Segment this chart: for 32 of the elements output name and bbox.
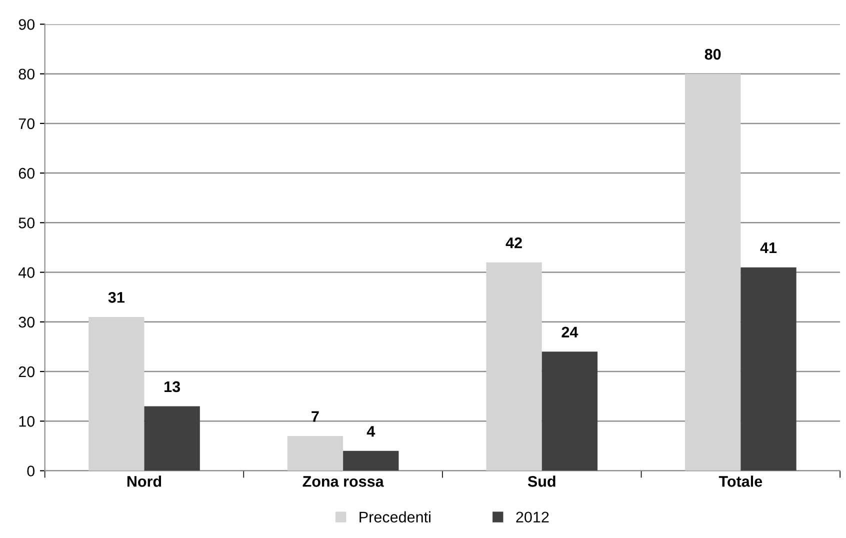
data-label: 80 (704, 48, 721, 60)
legend-label: 2012 (516, 512, 549, 523)
legend-label: Precedenti (360, 511, 430, 523)
y-tick-label: 40 (18, 267, 35, 278)
x-tick-label: Nord (127, 476, 162, 487)
data-label: 42 (506, 237, 522, 248)
bar (542, 352, 598, 471)
y-tick-label: 70 (18, 118, 35, 130)
y-tick-label: 30 (18, 316, 35, 328)
data-label: 24 (562, 326, 578, 338)
y-tick-label: 20 (18, 366, 35, 378)
bar (685, 74, 741, 471)
y-tick-label: 0 (27, 466, 35, 476)
data-label: 31 (108, 292, 124, 303)
data-label: 4 (366, 426, 376, 437)
bar (486, 262, 542, 471)
bar (740, 267, 796, 471)
data-label: 13 (164, 381, 180, 392)
bar (144, 406, 200, 471)
x-tick-label: Zona rossa (302, 476, 384, 487)
bar (343, 450, 399, 471)
bar (88, 316, 144, 471)
x-tick-label: Totale (718, 476, 762, 487)
data-label: 41 (760, 242, 777, 254)
data-label: 7 (312, 411, 319, 422)
x-tick-label: Sud (528, 476, 556, 487)
y-tick-label: 90 (18, 19, 35, 30)
y-tick-label: 50 (18, 218, 35, 228)
y-tick-label: 80 (18, 68, 35, 80)
y-tick-label: 10 (19, 416, 35, 427)
bar (287, 436, 344, 471)
y-tick-label: 60 (18, 168, 35, 179)
